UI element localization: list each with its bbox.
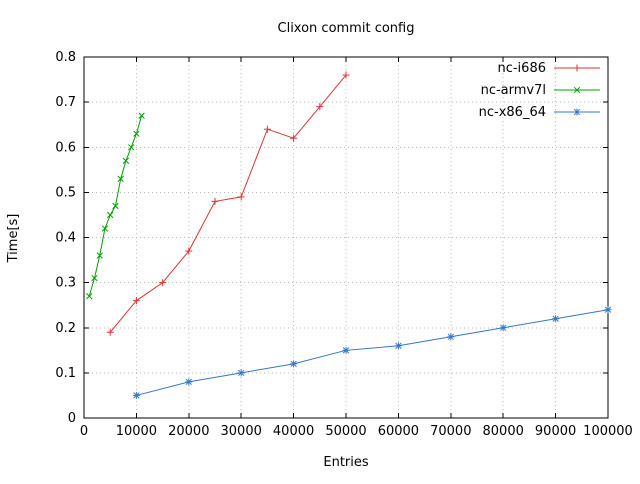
data-series [86,71,612,399]
y-tick-label: 0.3 [55,276,76,291]
marker-cross [96,252,103,259]
x-tick-label: 80000 [483,424,524,439]
y-axis-label: Time[s] [6,214,21,264]
marker-cross [117,175,124,182]
marker-asterisk [342,347,350,354]
marker-cross [122,157,130,164]
y-tick-label: 0.2 [55,321,76,336]
tick-labels: 0 10000 20000 30000 40000 50000 60000 70000 8000… [55,50,633,439]
x-tick-label: 40000 [273,424,314,439]
legend-item-nc-x86_64: nc-x86_64 [479,105,600,120]
marker-cross [573,86,581,94]
y-tick-label: 0.7 [55,95,76,110]
legend-label: nc-i686 [497,61,546,76]
series-line [109,74,347,333]
marker-asterisk [185,378,192,386]
series-nc-x86_64 [132,306,612,399]
y-tick-label: 0 [68,411,76,426]
x-tick-label: 60000 [378,424,419,439]
axes [83,56,609,419]
marker-cross [91,274,98,282]
x-tick-label: 20000 [168,424,209,439]
marker-cross [133,130,140,137]
marker-asterisk [238,369,245,377]
marker-asterisk [133,392,140,399]
x-tick-label: 0 [80,424,88,439]
y-tick-label: 0.5 [55,185,76,200]
marker-asterisk [604,306,612,313]
legend-label: nc-armv7l [481,83,546,98]
legend-label: nc-x86_64 [479,105,546,120]
x-tick-label: 50000 [325,424,366,439]
x-tick-label: 10000 [116,424,157,439]
series-nc-armv7l [86,112,145,300]
marker-cross [138,112,145,119]
marker-cross [101,225,109,232]
series-line [136,309,609,396]
series-nc-i686 [106,71,350,336]
marker-asterisk [290,360,297,368]
marker-asterisk [500,324,507,331]
x-tick-label: 30000 [221,424,262,439]
marker-asterisk [447,333,454,340]
marker-asterisk [552,315,559,322]
marker-cross [128,144,135,151]
y-tick-label: 0.1 [55,366,76,381]
x-tick-label: 100000 [583,424,633,439]
x-axis-label: Entries [323,455,369,470]
chart-title: Clixon commit config [278,21,415,36]
y-tick-label: 0.8 [55,50,76,65]
marker-cross [112,202,119,210]
x-tick-label: 70000 [430,424,471,439]
marker-cross [107,211,114,219]
x-tick-label: 90000 [535,424,576,439]
marker-asterisk [573,108,581,116]
marker-cross [86,293,93,300]
legend-item-nc-armv7l: nc-armv7l [481,83,600,98]
y-tick-label: 0.4 [55,231,76,246]
legend-item-nc-i686: nc-i686 [497,61,600,76]
y-tick-label: 0.6 [55,140,76,155]
legend: nc-i686 nc-armv7l nc-x86_64 [479,61,600,120]
marker-asterisk [395,342,402,349]
